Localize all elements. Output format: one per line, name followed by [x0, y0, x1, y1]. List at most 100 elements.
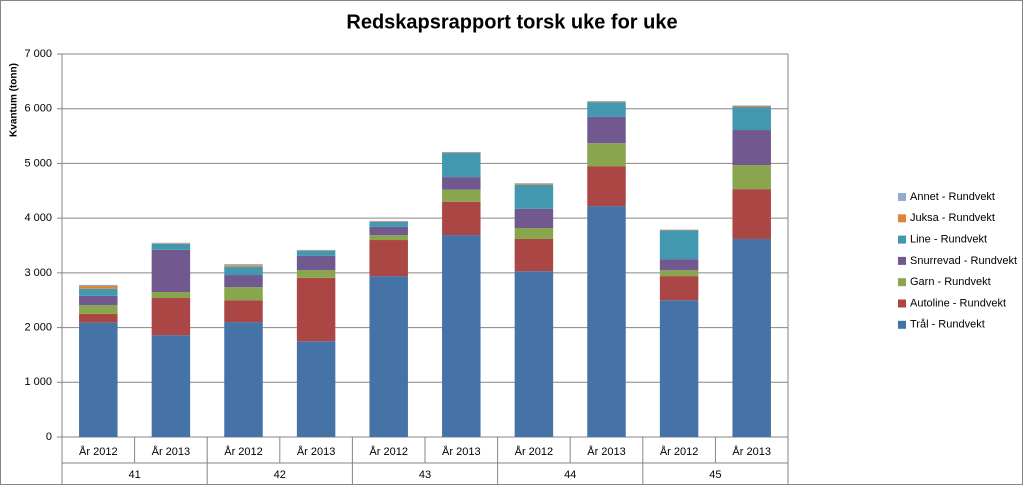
bar-segment: [442, 201, 481, 236]
x-tick-label: År 2013: [297, 445, 336, 458]
bar-segment: [151, 249, 191, 293]
bar-segment: [732, 105, 771, 108]
bar-segment: [659, 276, 699, 301]
bar-segment: [296, 270, 336, 278]
bar-segment: [224, 300, 263, 323]
x-tick-label: År 2012: [660, 445, 699, 458]
bar-segment: [296, 277, 336, 342]
bar-segment: [79, 322, 118, 437]
bar-segment: [732, 238, 771, 437]
bar-segment: [151, 242, 191, 244]
y-tick-label: 0: [46, 431, 52, 443]
bar-segment: [442, 152, 481, 154]
x-group-label: 44: [564, 469, 576, 481]
bar-segment: [79, 313, 118, 323]
bar-segment: [659, 230, 699, 260]
bar-segment: [732, 165, 771, 190]
bar-segment: [659, 229, 699, 231]
legend-swatch: [898, 320, 906, 329]
bar-segment: [587, 101, 626, 103]
bar-segment: [514, 238, 554, 272]
x-tick-label: År 2012: [79, 445, 118, 458]
legend-label: Annet - Rundvekt: [910, 191, 995, 203]
y-tick-label: 6 000: [24, 103, 52, 115]
bar-segment: [514, 183, 554, 184]
x-tick-label: År 2013: [732, 445, 771, 458]
legend-swatch: [898, 278, 906, 287]
bar-segment: [659, 259, 699, 271]
legend-label: Line - Rundvekt: [910, 234, 987, 246]
bar-segment: [296, 249, 336, 251]
bar-segment: [79, 295, 118, 306]
bar-segment: [587, 143, 626, 167]
y-tick-label: 2 000: [24, 321, 52, 333]
y-tick-label: 1 000: [24, 376, 52, 388]
y-tick-label: 4 000: [24, 212, 52, 224]
bar-segment: [79, 284, 118, 286]
bar-segment: [224, 265, 263, 267]
y-axis-title: Kvantum (tonn): [9, 63, 20, 137]
bar-segment: [224, 266, 263, 276]
x-group-label: 41: [128, 469, 140, 481]
bar-segment: [587, 166, 626, 207]
legend-swatch: [898, 256, 906, 265]
bar-segment: [514, 208, 554, 228]
x-tick-label: År 2013: [152, 445, 191, 458]
bar-segment: [587, 206, 626, 437]
bar-segment: [224, 287, 263, 301]
bar-segment: [224, 264, 263, 266]
y-tick-label: 7 000: [24, 48, 52, 60]
bar-segment: [587, 116, 626, 144]
chart-title: Redskapsrapport torsk uke for uke: [346, 11, 677, 33]
bar-segment: [151, 335, 191, 437]
bar-segment: [151, 298, 191, 336]
x-tick-label: År 2012: [224, 445, 263, 458]
legend-swatch: [898, 235, 906, 244]
bar-segment: [79, 288, 118, 296]
bar-segment: [659, 270, 699, 277]
bar-segment: [151, 243, 191, 244]
bar-segment: [514, 183, 554, 185]
legend-label: Garn - Rundvekt: [910, 276, 991, 288]
bar-segment: [732, 105, 771, 106]
x-tick-label: År 2012: [369, 445, 408, 458]
bar-segment: [587, 102, 626, 117]
bar-segment: [732, 189, 771, 239]
legend-label: Autoline - Rundvekt: [910, 297, 1006, 309]
legend-swatch: [898, 299, 906, 308]
y-tick-label: 3 000: [24, 267, 52, 279]
x-group-label: 43: [419, 469, 431, 481]
legend-label: Trål - Rundvekt: [910, 319, 985, 331]
bar-segment: [732, 130, 771, 166]
bar-segment: [296, 250, 336, 251]
bar-segment: [514, 227, 554, 239]
bar-segment: [369, 226, 408, 236]
bar-segment: [442, 153, 481, 178]
x-tick-label: År 2013: [442, 445, 481, 458]
bar-segment: [296, 250, 336, 256]
bar-segment: [442, 189, 481, 202]
bar-segment: [79, 305, 118, 314]
bar-segment: [296, 255, 336, 271]
y-tick-label: 5 000: [24, 157, 52, 169]
bar-segment: [369, 240, 408, 277]
legend-swatch: [898, 214, 906, 223]
legend-label: Juksa - Rundvekt: [910, 212, 995, 224]
bar-segment: [369, 220, 408, 222]
legend-swatch: [898, 193, 906, 201]
bar-segment: [224, 322, 263, 437]
legend-label: Snurrevad - Rundvekt: [910, 255, 1017, 267]
bar-segment: [296, 341, 336, 437]
bar-segment: [442, 177, 481, 190]
bar-segment: [151, 292, 191, 299]
bar-segment: [514, 184, 554, 209]
bar-segment: [587, 101, 626, 102]
x-tick-label: År 2012: [515, 445, 554, 458]
x-tick-label: År 2013: [587, 445, 626, 458]
bar-segment: [514, 271, 554, 437]
bar-segment: [369, 221, 408, 222]
bar-segment: [659, 300, 699, 437]
bar-segment: [79, 285, 118, 289]
bar-segment: [442, 235, 481, 437]
